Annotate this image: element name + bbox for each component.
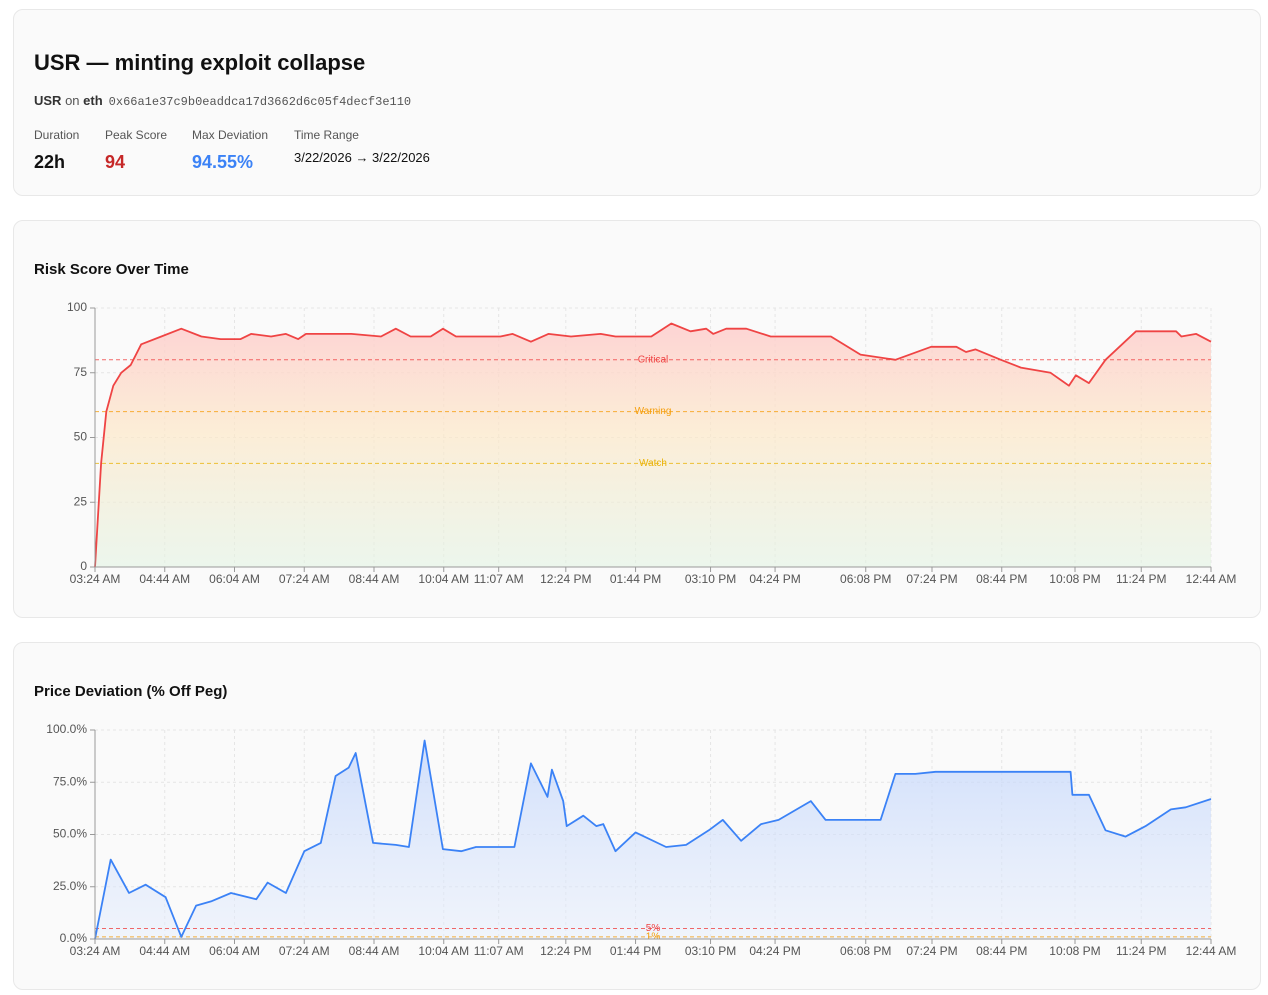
x-tick-label: 10:08 PM <box>1049 572 1100 586</box>
area <box>95 740 1211 939</box>
stat: Max Deviation 94.55% <box>192 128 268 173</box>
x-tick-label: 12:44 AM <box>1186 572 1237 586</box>
x-tick-label: 04:44 AM <box>139 572 190 586</box>
address: 0x66a1e37c9b0eaddca17d3662d6c05f4decf3e1… <box>108 95 412 109</box>
summary-card: USR — minting exploit collapse USR on et… <box>13 9 1261 196</box>
stat-value: 94 <box>105 152 126 172</box>
x-tick-label: 03:24 AM <box>70 944 121 958</box>
chart: Price Deviation (% Off Peg) 0.0% 25.0% 50.0… <box>34 683 1237 958</box>
x-tick-label: 03:10 PM <box>685 572 736 586</box>
x-tick-label: 12:24 PM <box>540 944 591 958</box>
y-tick-label: 100 <box>67 300 87 314</box>
x-tick-label: 08:44 PM <box>976 944 1027 958</box>
x-tick-label: 04:44 AM <box>139 944 190 958</box>
threshold-label: 5% <box>646 923 661 934</box>
x-tick-label: 07:24 AM <box>279 572 330 586</box>
threshold-label: Critical <box>638 354 669 365</box>
x-tick-label: 10:08 PM <box>1049 944 1100 958</box>
x-tick-label: 11:24 PM <box>1116 944 1166 958</box>
on: on <box>65 93 80 108</box>
y-tick-label: 0.0% <box>60 931 88 945</box>
area <box>95 323 1211 567</box>
x-tick-label: 10:04 AM <box>418 944 469 958</box>
y-tick-label: 100.0% <box>46 722 87 736</box>
x-tick-label: 06:04 AM <box>209 944 260 958</box>
stat: Time Range 3/22/2026 → 3/22/2026 <box>294 128 430 165</box>
y-tick-label: 25 <box>74 494 88 508</box>
stat-label: Max Deviation <box>192 128 269 142</box>
x-tick-label: 11:24 PM <box>1116 572 1166 586</box>
stat-label: Duration <box>34 128 80 142</box>
y-tick-label: 25.0% <box>53 879 87 893</box>
threshold-label: 1% <box>646 932 661 943</box>
token: USR <box>34 93 62 108</box>
y-tick-label: 50.0% <box>53 827 87 841</box>
y-tick-label: 50 <box>74 430 88 444</box>
chart-title: Risk Score Over Time <box>34 261 189 278</box>
line <box>94 322 1212 568</box>
threshold-label: Warning <box>635 406 672 417</box>
x-tick-label: 08:44 AM <box>349 944 400 958</box>
x-tick-label: 03:10 PM <box>685 944 736 958</box>
stat-value: 22h <box>34 152 66 172</box>
x-tick-label: 07:24 PM <box>906 572 957 586</box>
x-tick-label: 01:44 PM <box>610 944 661 958</box>
x-tick-label: 08:44 PM <box>976 572 1027 586</box>
stat-label: Peak Score <box>105 128 168 142</box>
stat-label: Time Range <box>294 128 359 142</box>
line <box>94 739 1212 940</box>
x-tick-label: 11:07 AM <box>474 572 524 586</box>
subtitle: USR on eth 0x66a1e37c9b0eaddca17d3662d6c0… <box>34 93 411 109</box>
x-tick-label: 12:44 AM <box>1186 944 1237 958</box>
x-tick-label: 03:24 AM <box>70 572 121 586</box>
y-tick-label: 0 <box>80 559 87 573</box>
x-tick-label: 06:08 PM <box>840 944 891 958</box>
stat-value: 3/22/2026 → 3/22/2026 <box>294 150 430 165</box>
stat: Peak Score 94 <box>105 128 167 173</box>
title: USR — minting exploit collapse <box>34 50 366 75</box>
chain: eth <box>83 93 103 108</box>
chart-card: Price Deviation (% Off Peg) 0.0% 25.0% 50.0… <box>13 642 1261 990</box>
chart-card: Risk Score Over Time 0 25 50 75 100 03:24 AM 04… <box>13 220 1261 618</box>
y-tick-label: 75 <box>74 365 88 379</box>
x-tick-label: 04:24 PM <box>749 944 800 958</box>
x-tick-label: 04:24 PM <box>749 572 800 586</box>
x-tick-label: 06:04 AM <box>209 572 260 586</box>
threshold-label: Watch <box>639 458 667 469</box>
stat: Duration 22h <box>34 128 79 173</box>
x-tick-label: 07:24 AM <box>279 944 330 958</box>
x-tick-label: 10:04 AM <box>418 572 469 586</box>
chart: Risk Score Over Time 0 25 50 75 100 03:24 AM 04… <box>34 261 1237 586</box>
x-tick-label: 06:08 PM <box>840 572 891 586</box>
stat-value: 94.55% <box>192 152 254 172</box>
chart-title: Price Deviation (% Off Peg) <box>34 683 227 700</box>
x-tick-label: 01:44 PM <box>610 572 661 586</box>
x-tick-label: 07:24 PM <box>906 944 957 958</box>
x-tick-label: 11:07 AM <box>474 944 524 958</box>
y-tick-label: 75.0% <box>53 774 87 788</box>
x-tick-label: 12:24 PM <box>540 572 591 586</box>
x-tick-label: 08:44 AM <box>349 572 400 586</box>
